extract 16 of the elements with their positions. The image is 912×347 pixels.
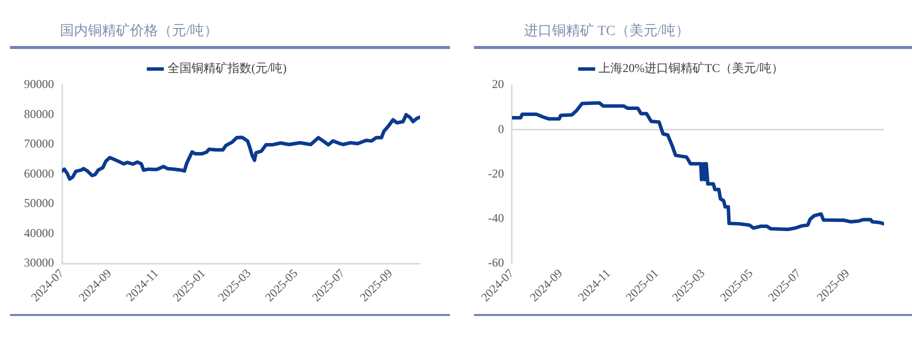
y-tick-label: -40 — [488, 211, 504, 226]
chart-title: 国内铜精矿价格（元/吨） — [10, 0, 450, 49]
y-tick-label: -60 — [488, 256, 504, 270]
chart-title: 进口铜精矿 TC（美元/吨） — [474, 0, 912, 49]
y-tick-label: 60000 — [24, 166, 54, 180]
y-tick-label: 40000 — [24, 226, 54, 240]
y-tick-label: -20 — [488, 166, 504, 180]
legend-label: 上海20%进口铜精矿TC（美元/吨） — [598, 61, 784, 76]
legend-label: 全国铜精矿指数(元/吨) — [167, 61, 287, 76]
y-tick-label: 90000 — [24, 77, 54, 92]
y-tick-label: 20 — [492, 77, 504, 92]
y-tick-label: 70000 — [24, 136, 54, 151]
y-tick-label: 30000 — [24, 256, 54, 270]
y-tick-label: 80000 — [24, 106, 54, 121]
y-tick-label: 0 — [498, 122, 504, 136]
y-tick-label: 50000 — [24, 196, 54, 210]
